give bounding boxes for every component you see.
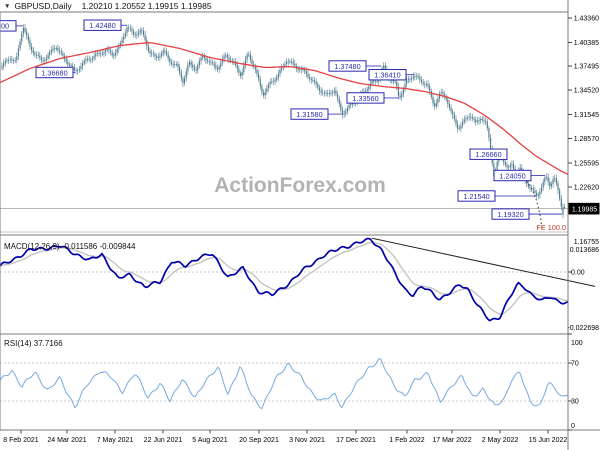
symbol-dropdown-icon[interactable]: ▼ — [4, 2, 11, 10]
rsi-line — [0, 358, 568, 410]
svg-text:1.21540: 1.21540 — [463, 192, 489, 201]
annotation-box — [469, 148, 508, 160]
axis-tick-label: 70 — [571, 360, 579, 367]
svg-text:1.37480: 1.37480 — [334, 62, 360, 71]
annotation-box — [346, 92, 385, 104]
date-tick-label: 22 Jun 2021 — [144, 437, 183, 444]
svg-text:1.24050: 1.24050 — [499, 171, 525, 180]
svg-text:1.33560: 1.33560 — [352, 94, 378, 103]
date-tick-label: 20 Sep 2021 — [239, 437, 279, 444]
macd-indicator-label: MACD(12,26,9) -0.011586 -0.009844 — [4, 242, 136, 251]
moving-average-line — [0, 42, 569, 175]
fib-extension-label: FE 100.0 — [536, 223, 566, 232]
axis-tick-label: 30 — [571, 399, 579, 406]
axis-tick-label: 1.16755 — [574, 239, 599, 246]
annotation-box — [35, 66, 74, 79]
annotation-box — [457, 190, 496, 202]
macd-line — [0, 237, 569, 322]
watermark: ActionForex.com — [214, 174, 386, 197]
axis-tick-label: -0.022698 — [567, 325, 599, 332]
annotation-box — [493, 169, 532, 182]
svg-text:1.26660: 1.26660 — [475, 150, 501, 159]
date-tick-label: 17 Dec 2021 — [336, 437, 376, 444]
svg-text:1.19320: 1.19320 — [497, 210, 523, 219]
date-tick-label: 5 Aug 2021 — [192, 437, 228, 444]
current-price-badge — [568, 202, 600, 215]
axis-tick-label: 0 — [571, 423, 575, 430]
annotation-box — [328, 60, 367, 72]
svg-text:1.31580: 1.31580 — [296, 110, 322, 119]
date-tick-label: 8 Feb 2021 — [3, 437, 39, 444]
annotation-box — [0, 20, 17, 32]
annotation-box — [290, 108, 329, 120]
date-tick-label: 15 Jun 2022 — [529, 437, 568, 444]
svg-text:1.36410: 1.36410 — [374, 71, 400, 80]
svg-text:1.36680: 1.36680 — [41, 68, 67, 77]
axis-tick-label: 1.34520 — [574, 88, 599, 95]
macd-trendline[interactable] — [371, 237, 596, 287]
macd-signal-line — [0, 241, 568, 315]
axis-tick-label: 1.31545 — [574, 112, 599, 119]
right-price-axis[interactable]: 1.43360 1.40385 1.37495 1.34520 1.31545 1.285… — [567, 16, 600, 431]
date-axis[interactable]: 8 Feb 2021 24 Mar 2021 7 May 2021 22 Jun 20… — [3, 430, 567, 444]
annotation-box — [368, 69, 407, 81]
symbol-timeframe-label: GBPUSD,Daily — [14, 1, 72, 11]
axis-tick-label: 100 — [571, 340, 583, 347]
axis-tick-label: 1.25595 — [574, 160, 599, 167]
date-tick-label: 3 Nov 2021 — [289, 437, 325, 444]
date-tick-label: 7 May 2021 — [97, 437, 134, 444]
axis-tick-label: 1.28570 — [574, 136, 599, 143]
svg-text:00: 00 — [1, 22, 9, 31]
chart-title-bar: ▼ GBPUSD,Daily 1.20210 1.20552 1.19915 1… — [4, 1, 212, 11]
date-tick-label: 1 Feb 2022 — [389, 437, 425, 444]
current-price-value: 1.19985 — [572, 206, 597, 213]
rsi-indicator-label: RSI(14) 37.7166 — [4, 339, 63, 348]
ohlc-values: 1.20210 1.20552 1.19915 1.19985 — [81, 1, 212, 11]
date-tick-label: 2 May 2022 — [482, 437, 519, 444]
price-annotations[interactable]: 00 1.42480 1.36680 1.37480 1.36410 1.33560 1.3… — [0, 19, 562, 220]
axis-tick-label: 1.22620 — [574, 185, 599, 192]
axis-tick-label: 0.00 — [571, 270, 585, 277]
date-tick-label: 17 Mar 2022 — [432, 437, 471, 444]
axis-tick-label: 0.013686 — [570, 247, 599, 254]
axis-tick-label: 1.37495 — [574, 63, 599, 70]
annotation-box — [491, 208, 530, 220]
annotation-box — [83, 19, 122, 31]
axis-tick-label: 1.40385 — [574, 40, 599, 47]
axis-tick-label: 1.43360 — [574, 16, 599, 23]
date-tick-label: 24 Mar 2021 — [47, 437, 86, 444]
svg-text:1.42480: 1.42480 — [89, 21, 115, 30]
projection-curve[interactable] — [520, 175, 543, 229]
